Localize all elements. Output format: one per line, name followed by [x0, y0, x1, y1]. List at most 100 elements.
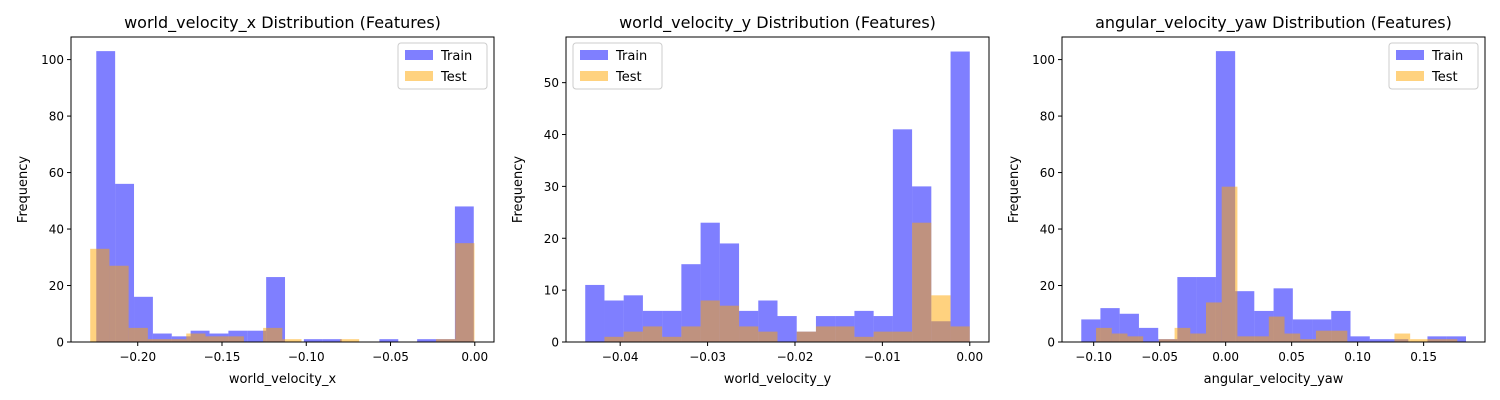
x-tick-label: −0.05 — [372, 350, 409, 364]
y-tick-label: 60 — [1040, 166, 1055, 180]
y-tick-label: 40 — [544, 128, 559, 142]
x-tick-label: −0.05 — [1141, 350, 1178, 364]
legend-label-test: Test — [1431, 70, 1458, 85]
y-tick-label: 100 — [1032, 53, 1055, 67]
bar-test — [854, 336, 874, 342]
x-tick-label: 0.00 — [1212, 350, 1239, 364]
bar-test — [604, 336, 624, 342]
bar-test — [167, 339, 187, 342]
y-tick-label: 40 — [1040, 223, 1055, 237]
bar-train — [322, 339, 342, 342]
bar-train — [1235, 291, 1255, 342]
x-tick-label: −0.20 — [119, 350, 156, 364]
bar-train — [950, 51, 970, 343]
bar-test — [662, 336, 682, 342]
y-tick-label: 0 — [551, 336, 559, 350]
bar-test — [1284, 333, 1301, 342]
bar-test — [1300, 339, 1316, 342]
x-axis-label: angular_velocity_yaw — [1204, 372, 1344, 387]
bar-train — [303, 339, 323, 342]
bar-test — [455, 243, 475, 342]
bar-test — [128, 327, 148, 342]
bar-test — [1331, 330, 1348, 342]
bar-test — [1158, 339, 1175, 342]
y-tick-label: 0 — [1047, 336, 1055, 350]
legend-label-train: Train — [615, 49, 647, 64]
bar-test — [815, 326, 836, 342]
legend-swatch-test — [405, 71, 433, 81]
axes-frame — [565, 36, 990, 343]
x-tick-label: 0.05 — [1278, 350, 1305, 364]
y-tick-label: 20 — [544, 232, 559, 246]
y-tick-label: 40 — [49, 223, 64, 237]
bar-test — [1410, 339, 1426, 342]
bar-train — [585, 284, 605, 342]
bar-test — [1394, 333, 1411, 342]
legend: Train Test — [1388, 42, 1479, 90]
y-tick-label: 20 — [49, 279, 64, 293]
bar-test — [700, 300, 720, 342]
legend-swatch-test — [580, 71, 608, 81]
chart-title: world_velocity_x Distribution (Features) — [124, 13, 441, 33]
legend-label-train: Train — [440, 49, 472, 64]
legend-swatch-train — [1396, 50, 1424, 60]
x-tick-label: −0.15 — [204, 350, 241, 364]
bar-test — [263, 327, 283, 342]
x-tick-label: 0.00 — [461, 350, 488, 364]
bar-test — [186, 333, 206, 342]
bar-test — [1253, 336, 1269, 342]
bar-test — [1237, 336, 1254, 342]
bar-test — [739, 326, 759, 342]
bar-train — [681, 264, 701, 342]
bar-train — [1138, 327, 1159, 342]
bar-test — [892, 331, 913, 342]
legend-label-test: Test — [615, 70, 642, 85]
bar-train — [1081, 319, 1101, 342]
bar-test — [1111, 333, 1128, 342]
y-tick-label: 50 — [544, 76, 559, 90]
bar-test — [796, 331, 816, 342]
x-tick-label: −0.10 — [1075, 350, 1112, 364]
bar-train — [266, 277, 286, 342]
legend-label-train: Train — [1431, 49, 1463, 64]
bar-train — [152, 333, 172, 342]
bar-test — [835, 326, 855, 342]
bar-test — [1205, 302, 1222, 342]
chart-title: world_velocity_y Distribution (Features) — [619, 13, 936, 33]
y-tick-label: 100 — [41, 53, 64, 67]
legend: Train Test — [572, 42, 663, 90]
y-tick-label: 80 — [1040, 110, 1055, 124]
series-train — [96, 51, 474, 343]
bar-test — [282, 339, 302, 342]
bar-train — [379, 339, 399, 342]
bar-test — [90, 248, 110, 342]
bar-test — [1096, 327, 1112, 342]
x-tick-label: −0.02 — [777, 350, 814, 364]
x-tick-label: −0.01 — [864, 350, 901, 364]
bar-train — [662, 310, 682, 342]
bar-test — [931, 295, 951, 342]
x-tick-label: −0.03 — [689, 350, 726, 364]
bar-test — [147, 339, 168, 342]
bar-train — [758, 300, 778, 342]
y-axis-label: Frequency — [1007, 156, 1022, 223]
axes-frame — [70, 36, 495, 343]
bar-test — [224, 336, 244, 342]
legend-swatch-train — [405, 50, 433, 60]
bar-test — [623, 331, 643, 342]
x-tick-label: 0.15 — [1410, 350, 1437, 364]
x-tick-label: −0.04 — [602, 350, 639, 364]
y-axis-label: Frequency — [16, 156, 31, 223]
bar-test — [1268, 316, 1285, 342]
legend: Train Test — [397, 42, 488, 90]
bar-train — [604, 300, 624, 342]
bar-test — [1315, 330, 1332, 342]
bar-train — [854, 310, 874, 342]
bar-test — [758, 331, 778, 342]
bar-test — [681, 326, 701, 342]
chart-panel-2: −0.04 −0.03 −0.02 −0.01 0.00 0 10 20 30 40 50 world… — [511, 13, 990, 387]
legend-label-test: Test — [440, 70, 467, 85]
bar-test — [950, 326, 970, 342]
x-axis-label: world_velocity_x — [229, 372, 337, 387]
